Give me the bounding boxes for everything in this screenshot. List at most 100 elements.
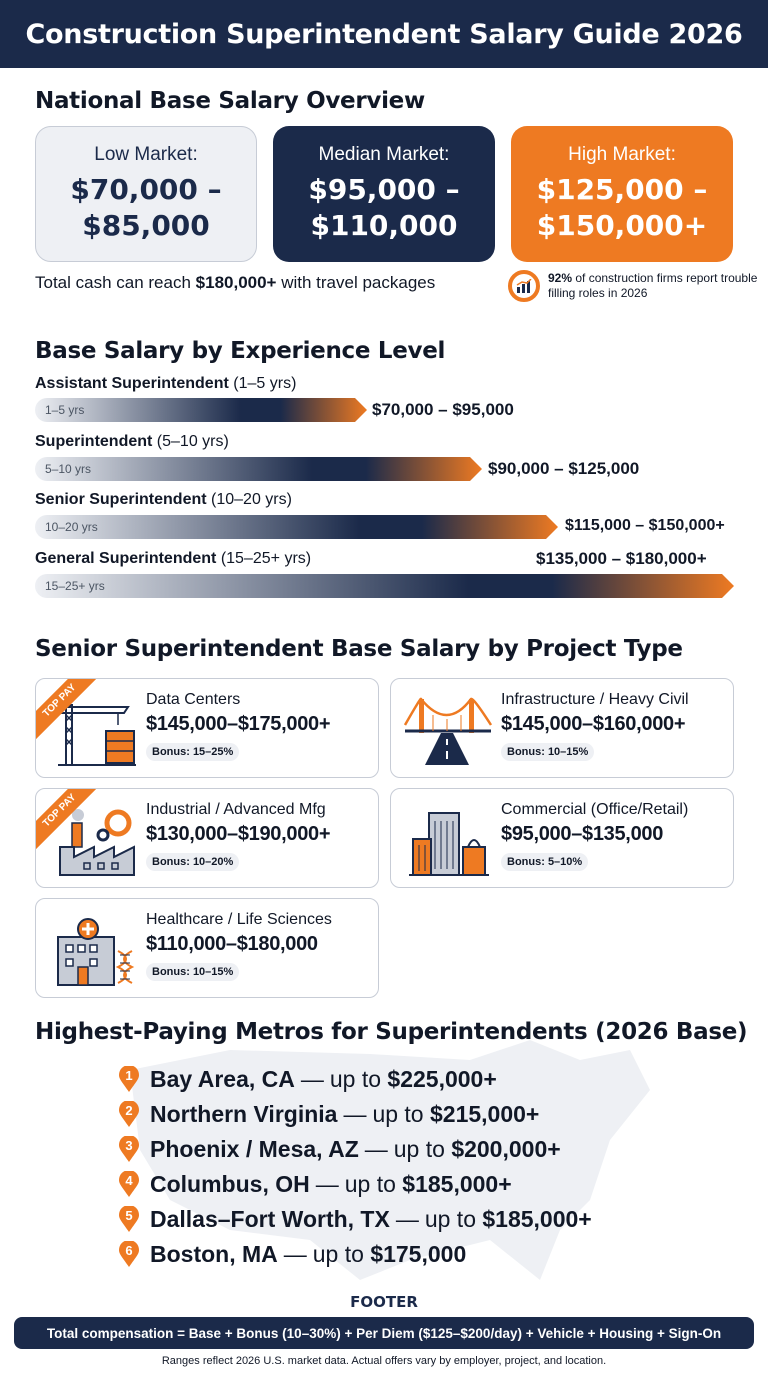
- metro-item: 1 Bay Area, CA — up to $225,000+: [118, 1062, 497, 1096]
- page-title: Construction Superintendent Salary Guide…: [0, 0, 768, 68]
- map-pin-icon: 4: [118, 1170, 140, 1197]
- map-pin-icon: 3: [118, 1135, 140, 1162]
- metro-upto: up to: [372, 1100, 424, 1127]
- project-name: Data Centers: [146, 691, 241, 708]
- map-pin-icon: 6: [118, 1240, 140, 1267]
- metro-city: Dallas–Fort Worth, TX: [150, 1205, 390, 1232]
- project-range: $110,000–$180,000: [146, 933, 318, 955]
- high-market-label: High Market:: [568, 144, 676, 165]
- metro-rank: 3: [125, 1138, 133, 1153]
- us-map-icon: [130, 1040, 650, 1280]
- metro-rank: 2: [125, 1103, 133, 1118]
- metro-amount: $175,000: [370, 1240, 467, 1267]
- exp-role-years: (5–10 yrs): [156, 433, 229, 450]
- exp-role-assistant: Assistant Superintendent (1–5 yrs): [35, 375, 296, 393]
- bridge-icon: [403, 691, 493, 767]
- metro-item: 5 Dallas–Fort Worth, TX — up to $185,000+: [118, 1202, 592, 1236]
- metro-rank: 6: [125, 1243, 133, 1258]
- bar-label: 10–20 yrs: [45, 520, 98, 534]
- low-market-value-line1: $70,000 –: [70, 173, 222, 206]
- footer-label: FOOTER: [350, 1293, 418, 1311]
- project-card-commercial: Commercial (Office/Retail) $95,000–$135,…: [390, 788, 734, 888]
- project-name: Industrial / Advanced Mfg: [146, 801, 326, 818]
- metro-dash: —: [395, 1205, 419, 1232]
- projects-title: Senior Superintendent Base Salary by Pro…: [35, 636, 683, 662]
- project-bonus: Bonus: 5–10%: [501, 853, 589, 871]
- project-card-industrial: TOP PAY Industrial / Advanced Mfg $130,0…: [35, 788, 379, 888]
- experience-bar-superintendent: [35, 457, 482, 481]
- map-pin-icon: 5: [118, 1205, 140, 1232]
- metro-item: 2 Northern Virginia — up to $215,000+: [118, 1097, 539, 1131]
- metro-item: 6 Boston, MA — up to $175,000: [118, 1237, 466, 1271]
- metros-title: Highest-Paying Metros for Superintendent…: [35, 1019, 748, 1045]
- high-market-value-line1: $125,000 –: [536, 173, 708, 206]
- overview-title: National Base Salary Overview: [35, 88, 425, 114]
- metro-dash: —: [364, 1135, 388, 1162]
- project-card-infrastructure: Infrastructure / Heavy Civil $145,000–$1…: [390, 678, 734, 778]
- metro-dash: —: [300, 1065, 324, 1092]
- metro-upto: up to: [344, 1170, 396, 1197]
- project-range: $145,000–$175,000+: [146, 713, 331, 735]
- low-market-value-line2: $85,000: [82, 209, 210, 242]
- metro-rank: 4: [125, 1173, 133, 1188]
- bar-chart-icon: [508, 270, 540, 302]
- metro-dash: —: [283, 1240, 307, 1267]
- map-pin-icon: 2: [118, 1100, 140, 1127]
- metro-item: 4 Columbus, OH — up to $185,000+: [118, 1167, 512, 1201]
- project-bonus: Bonus: 15–25%: [146, 743, 240, 761]
- exp-role-superintendent: Superintendent (5–10 yrs): [35, 433, 229, 451]
- metro-city: Northern Virginia: [150, 1100, 338, 1127]
- exp-role-years: (15–25+ yrs): [220, 550, 312, 567]
- exp-role-name: Assistant Superintendent: [35, 375, 229, 392]
- low-market-card: Low Market: $70,000 – $85,000: [35, 126, 257, 262]
- metro-city: Bay Area, CA: [150, 1065, 295, 1092]
- footer-note: Ranges reflect 2026 U.S. market data. Ac…: [161, 1355, 607, 1367]
- metro-amount: $185,000+: [482, 1205, 592, 1232]
- total-cash-note: Total cash can reach $180,000+ with trav…: [35, 273, 435, 293]
- total-cash-amount: $180,000+: [195, 273, 277, 292]
- median-market-label: Median Market:: [318, 144, 450, 165]
- shortage-text: of construction firms report trouble fil…: [548, 271, 758, 300]
- exp-role-general: General Superintendent (15–25+ yrs): [35, 550, 311, 568]
- salary-range: $135,000 – $180,000+: [536, 549, 707, 568]
- experience-bar-senior: [35, 515, 558, 539]
- bar-label: 1–5 yrs: [45, 403, 85, 417]
- exp-role-name: Senior Superintendent: [35, 491, 207, 508]
- median-market-card: Median Market: $95,000 – $110,000: [273, 126, 495, 262]
- exp-role-senior: Senior Superintendent (10–20 yrs): [35, 491, 292, 509]
- exp-role-years: (10–20 yrs): [211, 491, 292, 508]
- office-building-icon: [403, 801, 493, 877]
- project-name: Commercial (Office/Retail): [501, 801, 689, 818]
- salary-range: $115,000 – $150,000+: [565, 517, 725, 534]
- metro-amount: $200,000+: [451, 1135, 561, 1162]
- high-market-card: High Market: $125,000 – $150,000+: [511, 126, 733, 262]
- project-card-data-centers: TOP PAY Data Centers $145,000–$175,000+ …: [35, 678, 379, 778]
- metro-city: Boston, MA: [150, 1240, 278, 1267]
- experience-bar-general: [35, 574, 734, 598]
- project-bonus: Bonus: 10–15%: [146, 963, 240, 981]
- salary-range: $90,000 – $125,000: [488, 459, 640, 478]
- metro-rank: 5: [125, 1208, 133, 1223]
- metro-upto: up to: [424, 1205, 476, 1232]
- project-range: $145,000–$160,000+: [501, 713, 686, 735]
- project-card-healthcare: Healthcare / Life Sciences $110,000–$180…: [35, 898, 379, 998]
- project-range: $95,000–$135,000: [501, 823, 664, 845]
- project-name: Healthcare / Life Sciences: [146, 911, 332, 928]
- metro-upto: up to: [329, 1065, 382, 1092]
- experience-title: Base Salary by Experience Level: [35, 338, 446, 364]
- metro-amount: $185,000+: [402, 1170, 512, 1197]
- median-market-value-line1: $95,000 –: [308, 173, 460, 206]
- metro-dash: —: [343, 1100, 367, 1127]
- metro-upto: up to: [393, 1135, 445, 1162]
- total-cash-pre: Total cash can reach: [35, 273, 196, 292]
- low-market-label: Low Market:: [94, 144, 198, 165]
- project-bonus: Bonus: 10–15%: [501, 743, 595, 761]
- metro-city: Columbus, OH: [150, 1170, 310, 1197]
- project-name: Infrastructure / Heavy Civil: [501, 691, 689, 708]
- exp-role-name: Superintendent: [35, 433, 153, 450]
- metro-amount: $225,000+: [387, 1065, 497, 1092]
- project-range: $130,000–$190,000+: [146, 823, 331, 845]
- exp-role-name: General Superintendent: [35, 550, 217, 567]
- salary-range: $70,000 – $95,000: [372, 400, 514, 419]
- high-market-value-line2: $150,000+: [536, 209, 708, 242]
